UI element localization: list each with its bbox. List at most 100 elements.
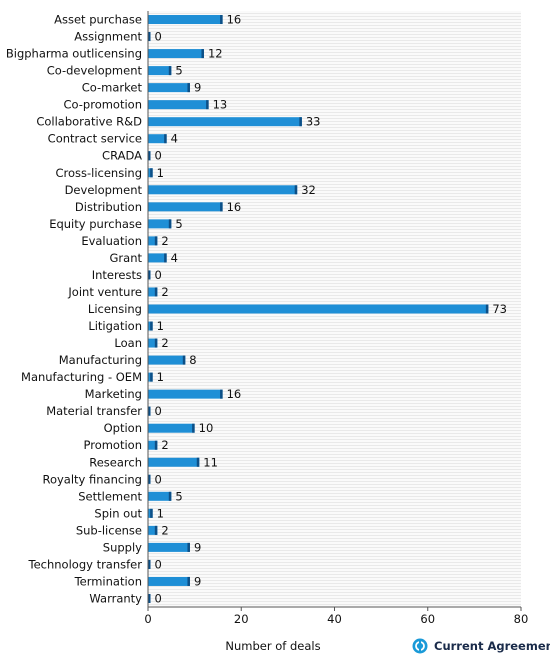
bar bbox=[148, 66, 172, 76]
value-label: 5 bbox=[175, 64, 182, 78]
bar-end-cap bbox=[187, 542, 190, 552]
value-labels: 1601259133340132165240273128116010211051… bbox=[155, 13, 508, 606]
value-label: 2 bbox=[161, 336, 168, 350]
bar-end-cap bbox=[168, 219, 172, 229]
bar-end-cap bbox=[485, 304, 489, 314]
category-label: Manufacturing - OEM bbox=[21, 370, 142, 384]
bar-end-cap bbox=[206, 100, 209, 110]
category-label: Joint venture bbox=[67, 285, 142, 299]
category-label: Bigpharma outlicensing bbox=[6, 47, 142, 61]
category-label: Co-development bbox=[47, 64, 143, 78]
category-label: Promotion bbox=[83, 438, 142, 452]
value-label: 33 bbox=[306, 115, 321, 129]
bar bbox=[148, 202, 223, 212]
category-label: Loan bbox=[114, 336, 142, 350]
value-label: 16 bbox=[227, 200, 242, 214]
value-label: 1 bbox=[157, 506, 164, 520]
value-label: 0 bbox=[155, 268, 162, 282]
bar bbox=[148, 525, 158, 535]
bar bbox=[148, 236, 158, 246]
category-label: Technology transfer bbox=[28, 557, 143, 571]
bar bbox=[148, 423, 195, 433]
x-axis-title: Number of deals bbox=[225, 639, 320, 653]
bars bbox=[148, 15, 489, 603]
category-label: Contract service bbox=[48, 132, 142, 146]
bar bbox=[148, 185, 298, 195]
x-ticks: 0 20 40 60 80 bbox=[144, 607, 528, 626]
bar-end-cap bbox=[150, 372, 153, 382]
logo-bar bbox=[419, 640, 421, 652]
value-label: 11 bbox=[203, 455, 218, 469]
value-label: 12 bbox=[208, 47, 223, 61]
category-label: Material transfer bbox=[46, 404, 142, 418]
value-label: 2 bbox=[161, 285, 168, 299]
bar-end-cap bbox=[154, 440, 158, 450]
bar bbox=[148, 253, 167, 263]
bar bbox=[148, 83, 190, 93]
category-label: Supply bbox=[103, 540, 142, 554]
value-label: 5 bbox=[175, 489, 182, 503]
category-label: Interests bbox=[92, 268, 142, 282]
category-label: Settlement bbox=[78, 489, 142, 503]
category-label: Assignment bbox=[74, 30, 142, 44]
value-label: 2 bbox=[161, 523, 168, 537]
bar-end-cap bbox=[168, 66, 172, 76]
value-label: 0 bbox=[155, 472, 162, 486]
bar bbox=[148, 355, 186, 365]
value-label: 0 bbox=[155, 404, 162, 418]
value-label: 1 bbox=[157, 370, 164, 384]
category-label: Option bbox=[104, 421, 142, 435]
bar bbox=[148, 542, 190, 552]
category-label: Equity purchase bbox=[49, 217, 142, 231]
category-label: Co-promotion bbox=[63, 98, 142, 112]
value-label: 2 bbox=[161, 438, 168, 452]
x-tick-label: 80 bbox=[514, 612, 529, 626]
bar-end-cap bbox=[299, 117, 302, 127]
value-label: 0 bbox=[155, 30, 162, 44]
bar-end-cap bbox=[196, 457, 200, 467]
x-tick-label: 20 bbox=[234, 612, 249, 626]
bar-end-cap bbox=[154, 338, 158, 348]
bar-end-cap bbox=[187, 576, 190, 586]
bar-end-cap bbox=[148, 32, 151, 42]
bar bbox=[148, 219, 172, 229]
value-label: 1 bbox=[157, 319, 164, 333]
category-label: Grant bbox=[110, 251, 143, 265]
bar-end-cap bbox=[164, 134, 167, 144]
bar bbox=[148, 440, 158, 450]
category-label: Research bbox=[89, 455, 142, 469]
category-label: Evaluation bbox=[81, 234, 142, 248]
bar bbox=[148, 576, 190, 586]
bar-end-cap bbox=[182, 355, 186, 365]
bar-end-cap bbox=[220, 389, 223, 399]
category-label: Royalty financing bbox=[42, 472, 142, 486]
bar bbox=[148, 389, 223, 399]
bar bbox=[148, 134, 167, 144]
value-label: 16 bbox=[227, 387, 242, 401]
category-label: Marketing bbox=[85, 387, 142, 401]
value-label: 4 bbox=[171, 251, 178, 265]
bar-end-cap bbox=[168, 491, 172, 501]
bar bbox=[148, 338, 158, 348]
bar-end-cap bbox=[220, 15, 223, 25]
value-label: 9 bbox=[194, 574, 201, 588]
bar-end-cap bbox=[148, 474, 151, 484]
bar-end-cap bbox=[148, 559, 151, 569]
category-label: Asset purchase bbox=[54, 13, 142, 27]
category-label: Litigation bbox=[88, 319, 142, 333]
bar-end-cap bbox=[154, 525, 158, 535]
category-label: Manufacturing bbox=[59, 353, 142, 367]
value-label: 5 bbox=[175, 217, 182, 231]
bar bbox=[148, 15, 223, 25]
brand-logo: Current Agreements bbox=[412, 638, 550, 654]
bar-end-cap bbox=[150, 508, 153, 518]
bar-end-cap bbox=[201, 49, 204, 59]
x-tick-label: 40 bbox=[327, 612, 342, 626]
category-label: CRADA bbox=[102, 149, 142, 163]
bar bbox=[148, 491, 172, 501]
bar bbox=[148, 304, 489, 314]
category-labels: Asset purchase Assignment Bigpharma outlic… bbox=[6, 13, 143, 606]
bar bbox=[148, 287, 158, 297]
category-label: Spin out bbox=[94, 506, 142, 520]
